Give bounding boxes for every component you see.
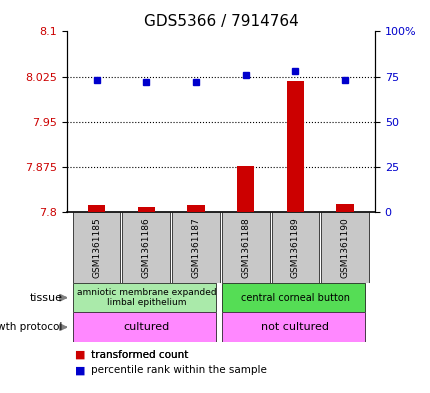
Bar [221, 283, 364, 312]
Text: tissue: tissue [29, 293, 62, 303]
Bar [237, 166, 254, 212]
Bar [73, 283, 215, 312]
Title: GDS5366 / 7914764: GDS5366 / 7914764 [143, 14, 298, 29]
Bar [122, 212, 170, 283]
Bar [221, 312, 364, 342]
Bar [73, 212, 120, 283]
Text: central corneal button: central corneal button [240, 293, 349, 303]
Text: ■: ■ [75, 365, 86, 375]
Text: GSM1361190: GSM1361190 [340, 217, 349, 278]
Text: GSM1361185: GSM1361185 [92, 217, 101, 278]
Text: not cultured: not cultured [261, 322, 329, 332]
Bar [320, 212, 368, 283]
Bar [88, 205, 105, 212]
Text: percentile rank within the sample: percentile rank within the sample [90, 365, 266, 375]
Text: GSM1361188: GSM1361188 [241, 217, 250, 278]
Bar [172, 212, 219, 283]
Bar [336, 204, 353, 212]
Bar [187, 205, 204, 212]
Text: amniotic membrane expanded
limbal epithelium: amniotic membrane expanded limbal epithe… [77, 288, 215, 307]
Bar [73, 312, 215, 342]
Bar [137, 208, 155, 212]
Text: growth protocol: growth protocol [0, 322, 62, 332]
Text: GSM1361186: GSM1361186 [141, 217, 150, 278]
Text: GSM1361187: GSM1361187 [191, 217, 200, 278]
Text: cultured: cultured [123, 322, 169, 332]
Text: GSM1361189: GSM1361189 [290, 217, 299, 278]
Text: transformed count: transformed count [90, 350, 187, 360]
Bar [221, 212, 269, 283]
Bar [271, 212, 319, 283]
Text: ■  transformed count: ■ transformed count [75, 350, 188, 360]
Bar [286, 81, 304, 212]
Text: ■: ■ [75, 350, 86, 360]
